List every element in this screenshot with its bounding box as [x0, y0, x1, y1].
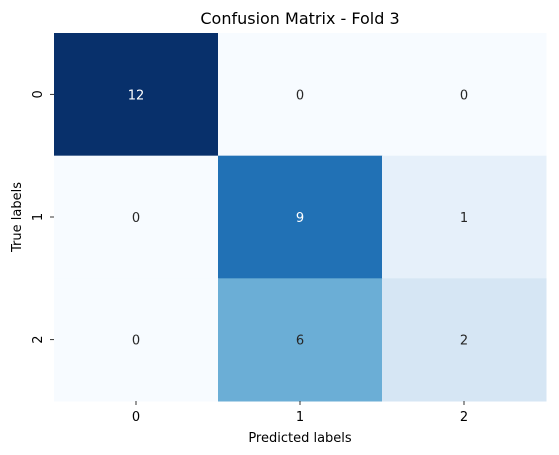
x-tick-label-2: 2 — [460, 410, 468, 425]
x-axis-ticks: 0 1 2 — [132, 401, 468, 425]
cell-value-r0-c0: 12 — [128, 88, 145, 103]
cell-value-r2-c2: 2 — [460, 334, 468, 349]
chart-title: Confusion Matrix - Fold 3 — [200, 9, 399, 28]
y-tick-label-0: 0 — [31, 90, 46, 98]
cell-value-r2-c0: 0 — [132, 334, 140, 349]
cell-value-r1-c2: 1 — [460, 211, 468, 226]
heatmap-cell-r2-c0 — [54, 278, 219, 402]
heatmap-cells: 12 0 00 9 10 6 2 — [54, 33, 547, 402]
x-tick-label-0: 0 — [132, 410, 140, 425]
y-axis-title: True labels — [10, 182, 25, 253]
y-tick-label-2: 2 — [31, 336, 46, 344]
y-tick-label-1: 1 — [31, 213, 46, 221]
heatmap-cell-r1-c0 — [54, 155, 219, 279]
x-axis-title: Predicted labels — [248, 431, 352, 446]
cell-value-r1-c1: 9 — [296, 211, 304, 226]
heatmap-cell-r2-c1 — [218, 278, 383, 402]
heatmap-cell-r0-c0 — [54, 33, 219, 157]
heatmap-cell-r1-c2 — [382, 155, 547, 279]
cell-value-r0-c2: 0 — [460, 88, 468, 103]
heatmap-cell-r2-c2 — [382, 278, 547, 402]
cell-value-r1-c0: 0 — [132, 211, 140, 226]
heatmap-cell-r0-c2 — [382, 33, 547, 157]
x-tick-label-1: 1 — [296, 410, 304, 425]
cell-value-r2-c1: 6 — [296, 334, 304, 349]
y-axis-ticks: 0 1 2 — [31, 90, 54, 344]
cell-value-r0-c1: 0 — [296, 88, 304, 103]
heatmap-cell-r1-c1 — [218, 155, 383, 279]
heatmap-cell-r0-c1 — [218, 33, 383, 157]
